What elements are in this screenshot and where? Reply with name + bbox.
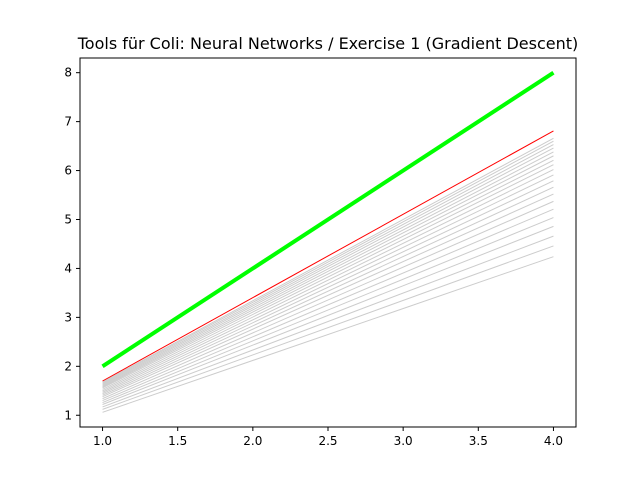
x-tick-label: 3.5 — [469, 434, 488, 448]
x-tick-label: 2.5 — [318, 434, 337, 448]
y-axis: 1 2 3 4 5 6 7 8 — [64, 66, 80, 422]
x-axis: 1.0 1.5 2.0 2.5 3.0 3.5 4.0 — [93, 427, 563, 448]
x-tick-label: 1.5 — [168, 434, 187, 448]
iteration-line-6 — [102, 200, 554, 400]
iteration-line-14 — [102, 155, 554, 388]
iteration-line-18 — [102, 140, 554, 384]
x-tick-label: 4.0 — [544, 434, 563, 448]
iteration-line-10 — [102, 174, 554, 393]
iteration-line-5 — [102, 208, 554, 402]
iteration-line-19 — [102, 137, 554, 383]
iteration-line-17 — [102, 144, 554, 385]
x-tick-label: 3.0 — [394, 434, 413, 448]
iteration-line-16 — [102, 147, 554, 386]
iteration-line-12 — [102, 164, 554, 390]
iteration-line-13 — [102, 159, 554, 389]
iteration-line-2 — [102, 235, 554, 408]
iteration-line-3 — [102, 225, 554, 405]
iteration-line-11 — [102, 169, 554, 392]
iteration-line-7 — [102, 193, 554, 398]
fitted-line-20 — [102, 130, 554, 382]
y-tick-label: 3 — [64, 310, 72, 324]
y-tick-label: 2 — [64, 359, 72, 373]
y-tick-label: 8 — [64, 66, 72, 80]
y-tick-label: 6 — [64, 164, 72, 178]
y-tick-label: 5 — [64, 212, 72, 226]
plot-frame — [79, 57, 577, 428]
chart-title: Tools für Coli: Neural Networks / Exerci… — [77, 34, 579, 53]
iteration-line-0 — [102, 256, 554, 413]
iteration-line-1 — [102, 245, 554, 410]
target-line-21 — [101, 71, 555, 368]
iteration-line-8 — [102, 186, 554, 396]
y-tick-label: 1 — [64, 408, 72, 422]
iteration-line-9 — [102, 180, 554, 395]
x-tick-label: 1.0 — [93, 434, 112, 448]
y-tick-label: 7 — [64, 115, 72, 129]
plot-lines — [101, 71, 555, 413]
iteration-line-4 — [102, 217, 554, 403]
y-tick-label: 4 — [64, 261, 72, 275]
x-tick-label: 2.0 — [243, 434, 262, 448]
iteration-line-15 — [102, 151, 554, 387]
